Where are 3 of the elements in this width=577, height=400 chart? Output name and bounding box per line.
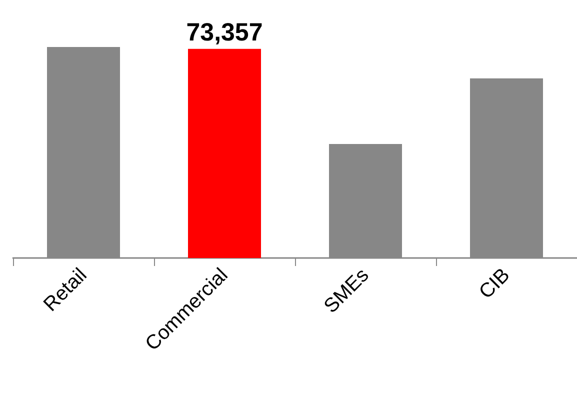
data-label: 73,357 bbox=[186, 18, 263, 46]
x-tick-label: CIB bbox=[475, 264, 514, 304]
bar bbox=[188, 48, 261, 258]
